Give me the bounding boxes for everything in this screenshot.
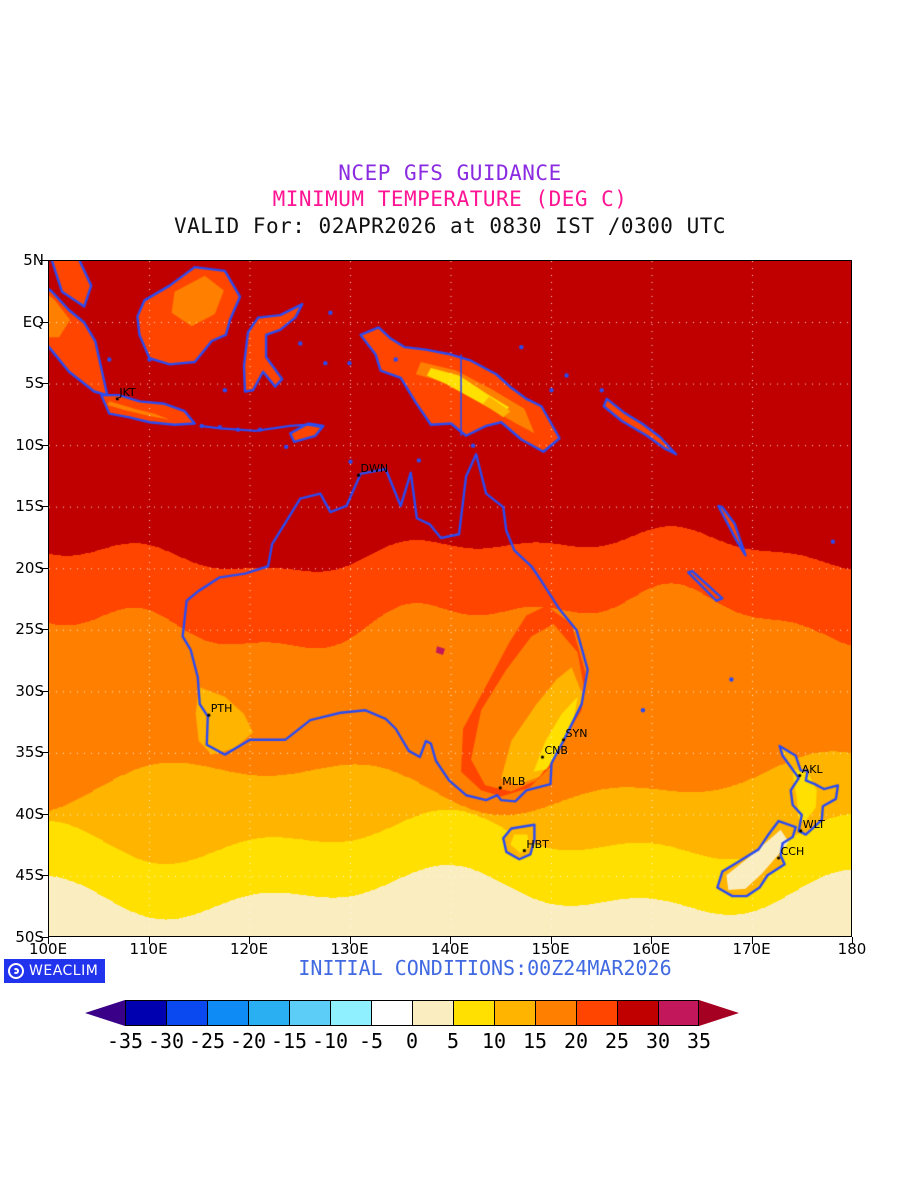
weaclim-logo: WEACLIM: [4, 959, 106, 983]
colorbar[interactable]: [125, 1000, 699, 1026]
y-axis-tick-label: 40S: [15, 804, 44, 823]
colorbar-segment[interactable]: [166, 1000, 207, 1026]
y-axis-tick-label: 45S: [15, 866, 44, 885]
colorbar-tick-label: -5: [358, 1029, 384, 1053]
colorbar-segment[interactable]: [494, 1000, 535, 1026]
colorbar-segment[interactable]: [289, 1000, 330, 1026]
colorbar-segment[interactable]: [125, 1000, 166, 1026]
colorbar-tick-label: -15: [270, 1029, 308, 1053]
x-axis-tick-label: 100E: [28, 940, 68, 958]
colorbar-tick-label: 15: [522, 1029, 548, 1053]
colorbar-tick-label: 30: [645, 1029, 671, 1053]
y-axis-tick-label: 30S: [15, 681, 44, 700]
city-label-cnb: CNB: [544, 744, 568, 758]
colorbar-arrow-high: [699, 1000, 739, 1026]
colorbar-segment[interactable]: [412, 1000, 453, 1026]
x-axis-tick: [651, 937, 652, 944]
x-axis-tick-label: 160E: [631, 940, 671, 958]
colorbar-tick-label: 20: [563, 1029, 589, 1053]
y-axis-tick: [40, 321, 48, 323]
x-axis-tick-label: 130E: [330, 940, 369, 958]
y-axis-tick: [40, 875, 48, 877]
y-axis-tick-label: 50S: [15, 928, 44, 946]
city-label-wlt: WLT: [802, 817, 825, 831]
y-axis-tick: [40, 690, 48, 692]
y-axis-tick: [40, 937, 48, 938]
x-axis-tick-label: 150E: [531, 940, 570, 958]
colorbar-segment[interactable]: [371, 1000, 412, 1026]
y-axis-tick-label: 20S: [15, 558, 44, 577]
y-axis-tick-label: 15S: [15, 497, 44, 516]
x-axis-tick-label: 110E: [129, 940, 168, 958]
chart-title-valid-time: VALID For: 02APR2026 at 0830 IST /0300 U…: [173, 214, 726, 238]
y-axis-tick-label: 5N: [23, 251, 44, 269]
city-label-syn: SYN: [565, 726, 588, 740]
x-axis-tick-label: 120E: [229, 940, 269, 958]
colorbar-segment[interactable]: [617, 1000, 658, 1026]
colorbar-tick-label: -30: [147, 1029, 185, 1053]
y-axis-tick: [40, 444, 48, 446]
y-axis-tick: [40, 506, 48, 508]
y-axis-tick-label: 10S: [15, 435, 44, 454]
title-block: NCEP GFS GUIDANCE MINIMUM TEMPERATURE (D…: [0, 160, 900, 240]
city-label-jkt: JKT: [119, 385, 136, 399]
circle-c-icon: [8, 963, 24, 979]
colorbar-segment[interactable]: [207, 1000, 248, 1026]
x-axis-tick-label: 180: [837, 940, 867, 958]
x-axis-tick: [852, 937, 853, 944]
y-axis-tick-label: 5S: [24, 374, 44, 393]
colorbar-segment[interactable]: [248, 1000, 289, 1026]
y-axis-tick: [40, 813, 48, 815]
colorbar-tick-label: -35: [106, 1029, 144, 1053]
weaclim-logo-text: WEACLIM: [29, 963, 99, 979]
x-axis-tick-label: 170E: [732, 940, 771, 958]
y-axis-tick: [40, 383, 48, 385]
colorbar-segment[interactable]: [576, 1000, 617, 1026]
colorbar-tick-label: -20: [229, 1029, 267, 1053]
y-axis-tick: [40, 752, 48, 754]
colorbar-tick-label: 0: [405, 1029, 419, 1053]
y-axis-tick-label: 25S: [15, 620, 44, 639]
y-axis-tick: [40, 567, 48, 569]
city-label-hbt: HBT: [526, 837, 549, 851]
city-label-pth: PTH: [210, 702, 233, 716]
y-axis-tick-label: EQ: [22, 312, 44, 331]
colorbar-tick-label: -10: [311, 1029, 349, 1053]
x-axis-tick: [450, 937, 451, 944]
colorbar-tick-label: 35: [686, 1029, 712, 1053]
x-axis-tick: [48, 937, 49, 944]
colorbar-segment[interactable]: [330, 1000, 371, 1026]
city-label-cch: CCH: [780, 844, 805, 858]
colorbar-segment[interactable]: [658, 1000, 699, 1026]
x-axis-tick: [751, 937, 753, 944]
chart-title-agency: NCEP GFS GUIDANCE: [338, 161, 562, 185]
map-plot-area[interactable]: [48, 260, 852, 937]
x-axis-tick: [349, 937, 351, 944]
colorbar-tick-labels: -35 -30 -25 -20 -15 -10 -5 0 5 10 15 20 25 30 35: [0, 1029, 900, 1053]
colorbar-segment[interactable]: [453, 1000, 494, 1026]
initial-conditions-label: INITIAL CONDITIONS:00Z24MAR2026: [298, 956, 672, 980]
x-axis-tick: [249, 937, 250, 944]
colorbar-tick-label: -25: [188, 1029, 226, 1053]
colorbar-tick-label: 25: [604, 1029, 630, 1053]
y-axis-tick: [40, 260, 48, 261]
colorbar-tick-label: 10: [481, 1029, 507, 1053]
city-label-akl: AKL: [801, 762, 823, 776]
x-axis-tick: [550, 937, 552, 944]
city-label-dwn: DWN: [360, 462, 389, 476]
colorbar-segment[interactable]: [535, 1000, 576, 1026]
temperature-heatmap-canvas: [49, 261, 851, 936]
x-axis-tick: [148, 937, 150, 944]
colorbar-arrow-low: [85, 1000, 125, 1026]
city-label-mlb: MLB: [502, 774, 526, 788]
chart-title-variable: MINIMUM TEMPERATURE (DEG C): [272, 187, 628, 211]
y-axis-tick: [40, 629, 48, 631]
y-axis-tick-label: 35S: [15, 743, 44, 762]
x-axis-tick-label: 140E: [430, 940, 470, 958]
colorbar-tick-label: 5: [446, 1029, 460, 1053]
